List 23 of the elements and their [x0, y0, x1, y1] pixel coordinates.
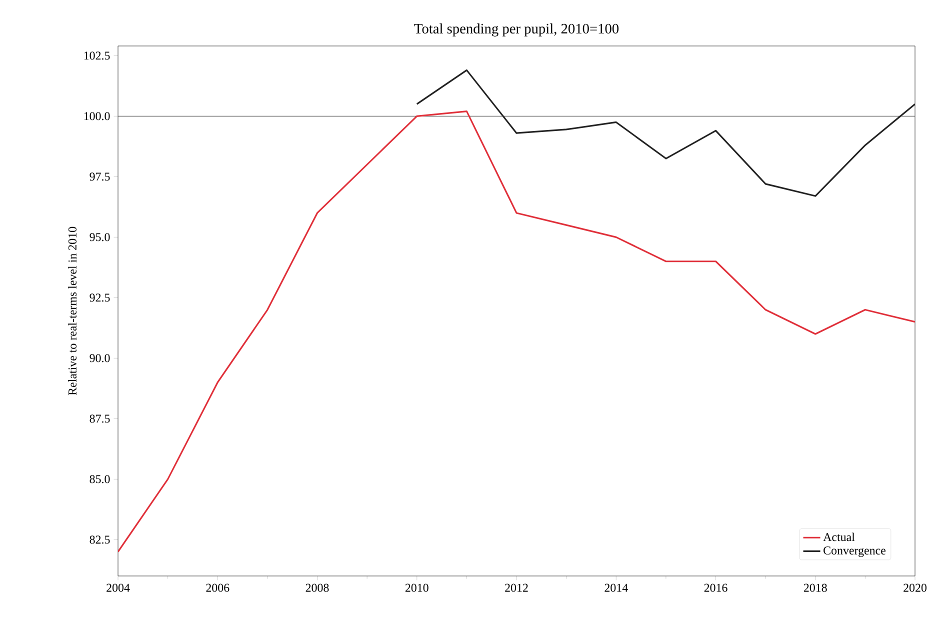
y-axis-title: Relative to real-terms level in 2010 — [68, 226, 76, 396]
x-tick-label: 2010 — [405, 584, 428, 592]
x-tick-label: 2004 — [106, 584, 130, 592]
y-tick-label: 95.0 — [90, 233, 110, 242]
x-tick-label: 2012 — [505, 584, 528, 592]
x-tick-label: 2016 — [704, 584, 728, 592]
y-tick-label: 90.0 — [90, 354, 110, 362]
y-tick-label: 85.0 — [90, 475, 110, 484]
y-tick-label: 82.5 — [90, 536, 110, 544]
x-tick-label: 2020 — [904, 584, 927, 592]
y-tick-label: 97.5 — [90, 172, 110, 181]
y-tick-label: 87.5 — [90, 414, 110, 423]
x-tick-label: 2014 — [604, 584, 628, 592]
legend-label: Actual — [823, 532, 855, 542]
y-tick-label: 100.0 — [84, 112, 110, 120]
y-tick-label: 102.5 — [84, 52, 110, 60]
line-series — [416, 69, 916, 197]
y-tick-label: 92.5 — [90, 294, 110, 302]
x-tick-label: 2018 — [804, 584, 827, 592]
x-tick-label: 2008 — [306, 584, 329, 592]
legend-label: Convergence — [824, 546, 886, 557]
chart-title: Total spending per pupil, 2010=100 — [414, 23, 619, 36]
x-tick-label: 2006 — [206, 584, 230, 592]
